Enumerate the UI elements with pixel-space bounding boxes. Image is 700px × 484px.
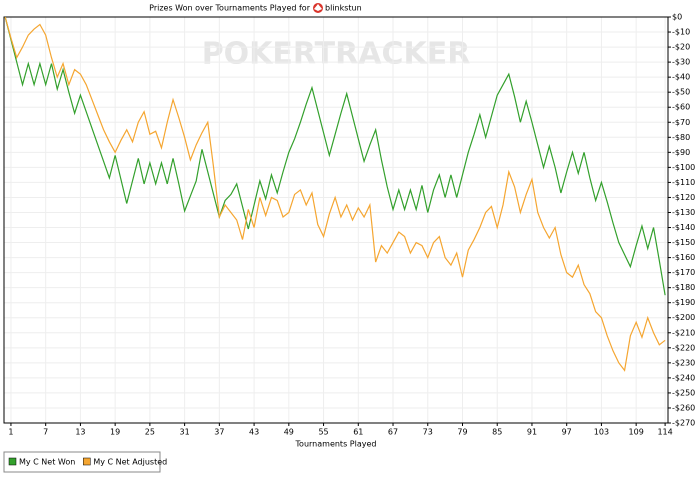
- y-tick-label: -$220: [672, 343, 695, 352]
- x-tick-label: 61: [353, 428, 363, 437]
- y-tick-label: -$160: [672, 253, 695, 262]
- legend-swatch: [83, 457, 91, 466]
- player-name: blinkstun: [325, 4, 362, 13]
- y-tick-label: -$10: [672, 28, 690, 37]
- y-tick-label: $0: [672, 13, 682, 22]
- x-tick-label: 37: [214, 428, 224, 437]
- y-tick-label: -$120: [672, 193, 695, 202]
- y-tick-label: -$80: [672, 133, 690, 142]
- y-tick-label: -$100: [672, 163, 695, 172]
- y-tick-label: -$30: [672, 58, 690, 67]
- x-tick-label: 109: [629, 428, 644, 437]
- series-line: [4, 16, 666, 372]
- plot-frame: [3, 16, 669, 424]
- x-tick-label: 43: [249, 428, 259, 437]
- x-tick-label: 73: [423, 428, 433, 437]
- y-tick-label: -$20: [672, 43, 690, 52]
- y-tick-label: -$200: [672, 313, 695, 322]
- x-axis-label: Tournaments Played: [295, 440, 377, 449]
- y-tick-label: -$60: [672, 103, 690, 112]
- chart-title: Prizes Won over Tournaments Played for: [149, 4, 311, 13]
- y-tick-label: -$230: [672, 358, 695, 367]
- y-tick-label: -$210: [672, 328, 695, 337]
- x-tick-label: 103: [594, 428, 609, 437]
- x-tick-label: 55: [318, 428, 328, 437]
- x-tick-label: 7: [43, 428, 48, 437]
- x-tick-label: 67: [388, 428, 398, 437]
- series-line: [4, 16, 666, 296]
- x-tick-label: 1: [8, 428, 13, 437]
- x-tick-label: 85: [492, 428, 502, 437]
- x-tick-label: 49: [284, 428, 294, 437]
- legend-swatch: [8, 457, 17, 466]
- x-tick-label: 31: [180, 428, 190, 437]
- y-tick-label: -$140: [672, 223, 695, 232]
- watermark: POKERTRACKER: [202, 37, 471, 72]
- x-tick-label: 91: [527, 428, 537, 437]
- y-tick-label: -$90: [672, 148, 690, 157]
- y-tick-label: -$130: [672, 208, 695, 217]
- y-tick-label: -$170: [672, 268, 695, 277]
- x-tick-label: 114: [657, 428, 672, 437]
- legend-box: [3, 451, 161, 473]
- x-tick-label: 13: [75, 428, 85, 437]
- x-tick-label: 79: [457, 428, 467, 437]
- y-tick-label: -$150: [672, 238, 695, 247]
- y-tick-label: -$250: [672, 388, 695, 397]
- y-tick-label: -$70: [672, 118, 690, 127]
- x-tick-label: 97: [562, 428, 572, 437]
- y-tick-label: -$260: [672, 403, 695, 412]
- y-tick-label: -$50: [672, 88, 690, 97]
- y-tick-label: -$110: [672, 178, 695, 187]
- x-tick-label: 19: [110, 428, 120, 437]
- y-tick-label: -$180: [672, 283, 695, 292]
- legend-label: My C Net Won: [19, 458, 75, 467]
- y-tick-label: -$270: [672, 419, 695, 428]
- y-tick-label: -$190: [672, 298, 695, 307]
- legend-label: My C Net Adjusted: [93, 458, 167, 467]
- y-tick-label: -$240: [672, 373, 695, 382]
- spade-icon: [313, 3, 323, 13]
- y-tick-label: -$40: [672, 73, 690, 82]
- x-tick-label: 25: [145, 428, 155, 437]
